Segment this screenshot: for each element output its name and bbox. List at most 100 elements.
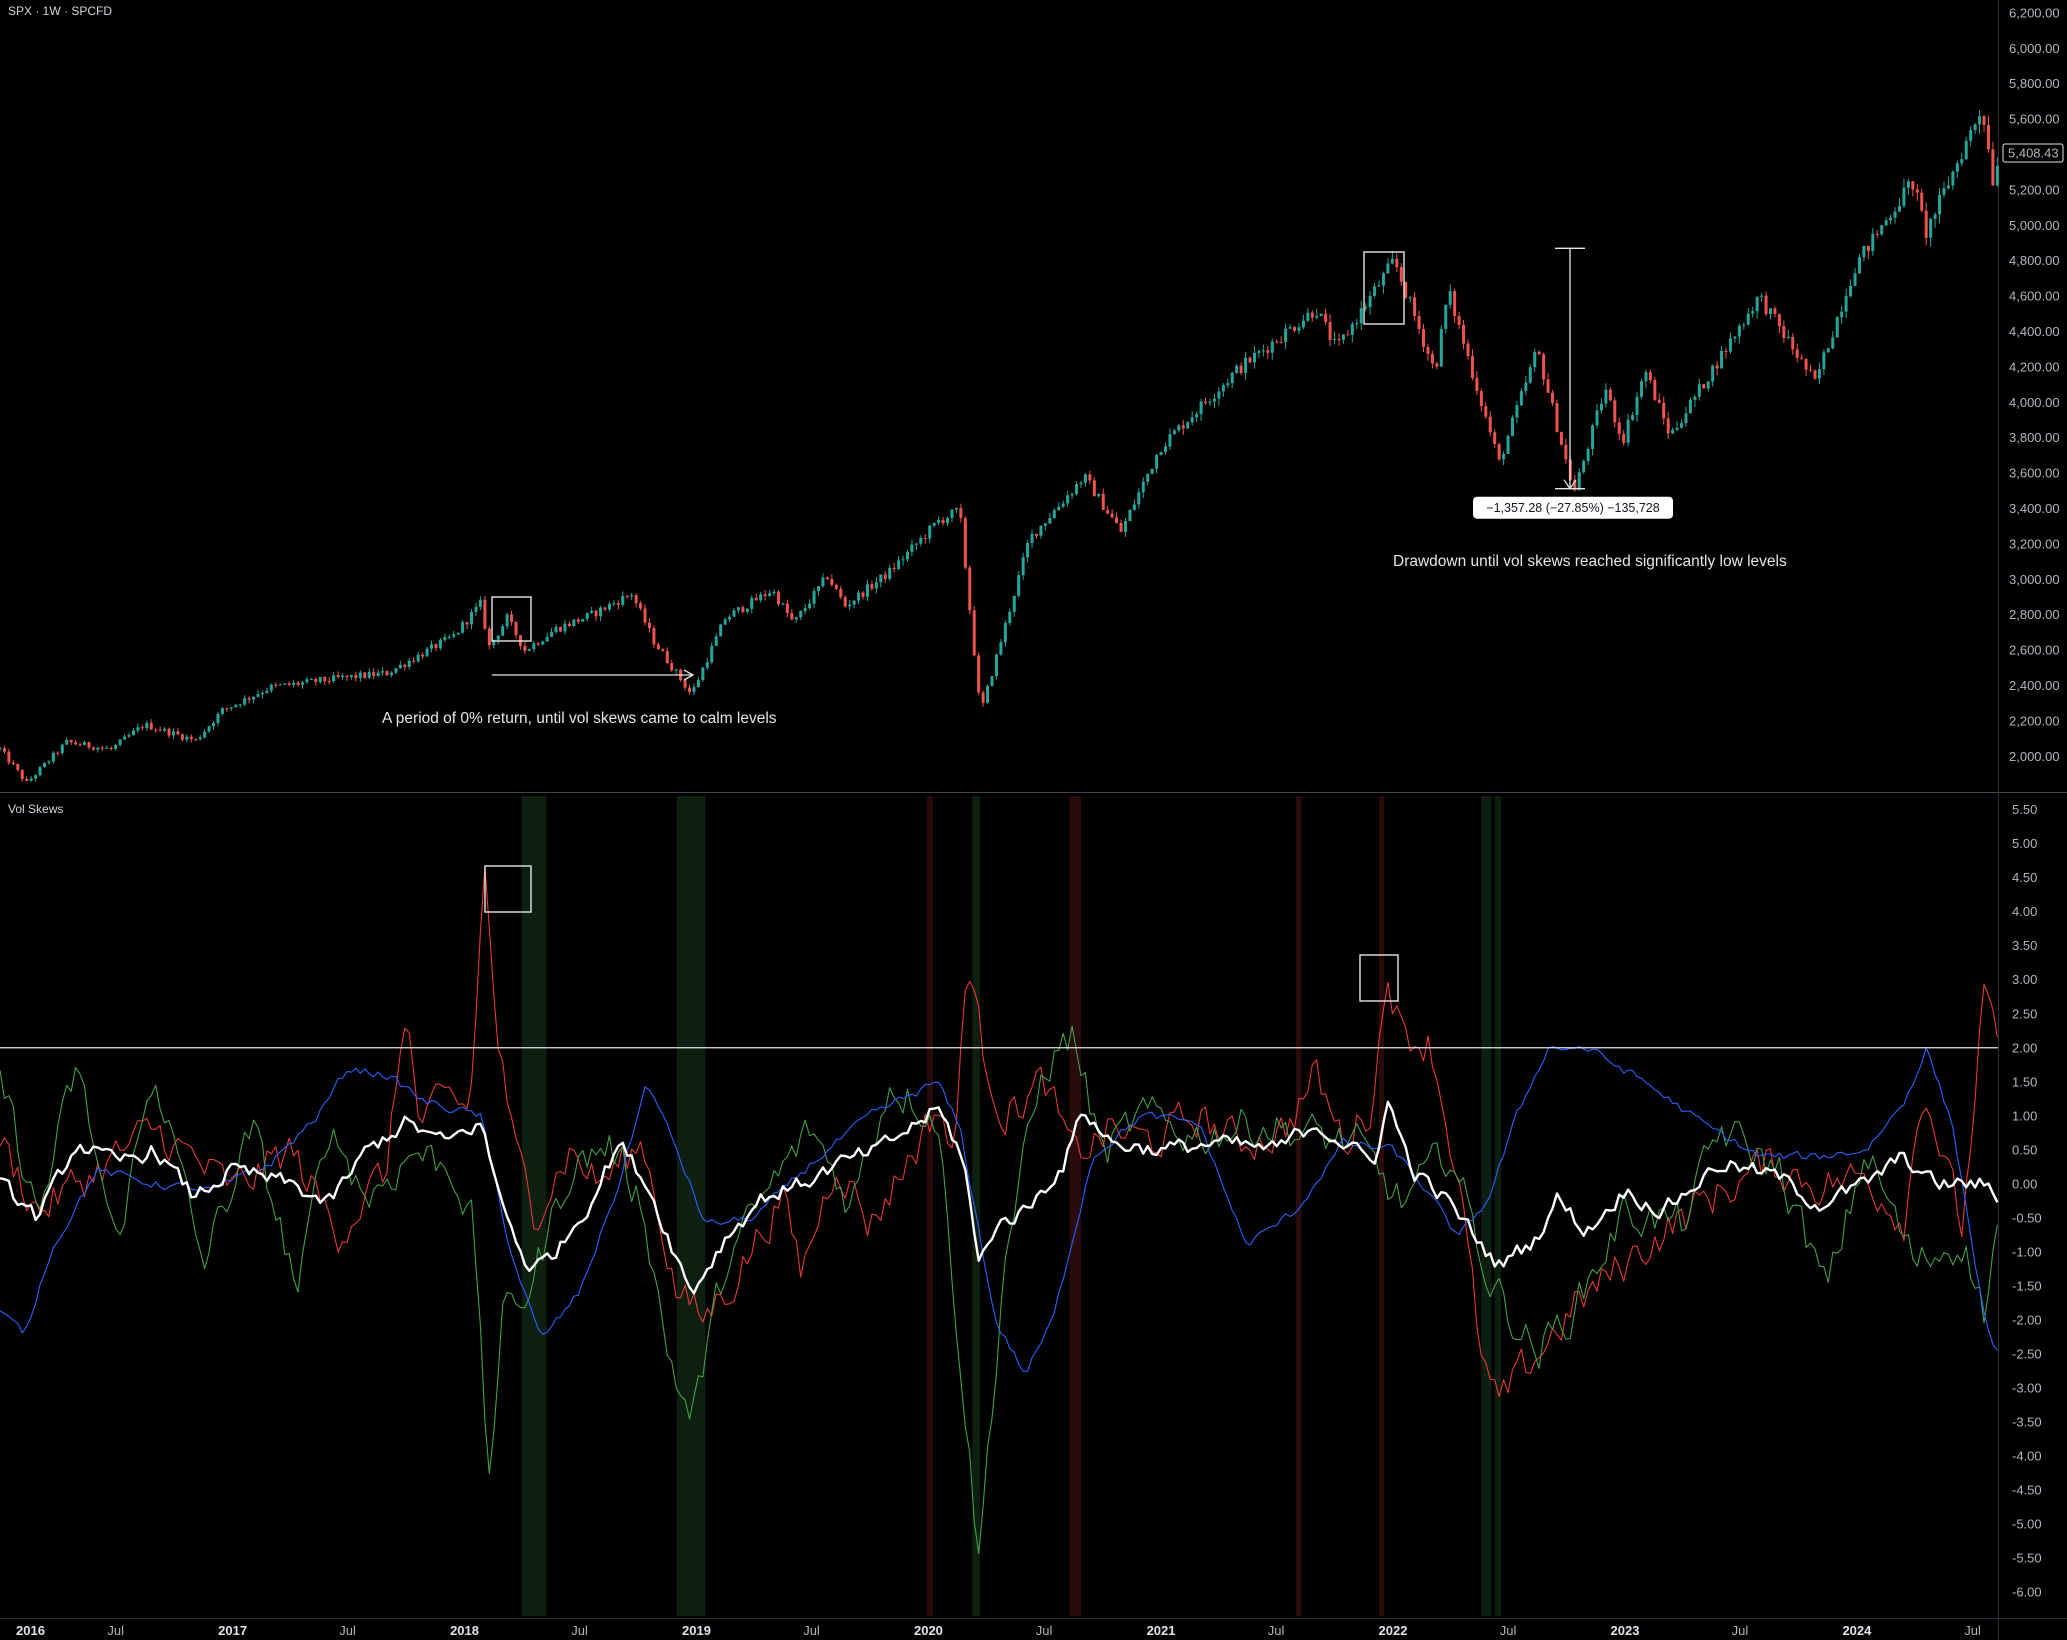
skew-line-green[interactable] (0, 1025, 1998, 1554)
candle-body (821, 577, 825, 587)
candle-body (772, 591, 776, 594)
flat-period-note: A period of 0% return, until vol skews c… (382, 710, 777, 727)
candle-body (576, 619, 580, 622)
candle-body (38, 767, 42, 776)
candle-body (1524, 382, 1528, 392)
candle-body (1817, 369, 1821, 379)
candle-body (1008, 611, 1012, 624)
time-axis[interactable]: 2016 Jul 2017 Jul 2018 Jul 2019 Jul 2020 Jul 2021 J… (16, 1623, 1981, 1638)
candle-body (1702, 384, 1706, 389)
candle-body (83, 742, 87, 746)
candle-body (1150, 468, 1154, 474)
candle-body (1639, 381, 1643, 397)
candle-body (1626, 419, 1630, 443)
candle-body (487, 628, 491, 646)
time-year-label: 2016 (16, 1623, 45, 1638)
candle-body (932, 522, 936, 526)
candle-body (465, 622, 469, 625)
candle-body (1853, 273, 1857, 286)
candle-body (1368, 295, 1372, 308)
candle-body (314, 678, 318, 683)
candle-body (1070, 493, 1074, 496)
skew-line-blue[interactable] (0, 1045, 1998, 1372)
candle-body (1337, 338, 1341, 340)
candle-body (959, 508, 963, 519)
candle-body (381, 671, 385, 673)
candle-body (834, 584, 838, 589)
candle-body (300, 682, 304, 685)
candle-body (1043, 523, 1047, 526)
candle-body (892, 567, 896, 570)
symbol-title[interactable]: SPX · 1W · SPCFD (8, 4, 112, 18)
candle-body (1350, 323, 1354, 335)
last-price-label: 5,408.43 (2008, 145, 2059, 160)
candle-body (1164, 446, 1167, 452)
candle-body (1066, 495, 1070, 504)
candle-body (607, 603, 611, 610)
candle-body (1915, 189, 1919, 193)
candle-body (505, 614, 509, 627)
candle-body (639, 603, 643, 609)
candle-body (269, 684, 273, 691)
highlight-zones (521, 796, 1502, 1616)
price-tick-label: 5,800.00 (2009, 76, 2060, 91)
candle-body (897, 560, 901, 570)
candle-body (1168, 434, 1172, 447)
candle-body (167, 728, 171, 736)
candle-body (1711, 365, 1715, 382)
candle-body (1470, 356, 1474, 378)
candle-body (478, 599, 482, 607)
candle-body (74, 742, 78, 745)
candle-body (96, 747, 100, 750)
candle-body (550, 632, 554, 637)
skew-axis[interactable]: 5.50 5.00 4.50 4.00 3.50 3.00 2.50 2.00 1.50 1.00… (2012, 802, 2042, 1600)
skew-line-red[interactable] (0, 866, 1998, 1398)
candle-body (1786, 337, 1790, 339)
candle-body (1551, 392, 1555, 404)
candle-body (719, 624, 723, 637)
candle-body (1475, 377, 1479, 392)
highlight-zone-red (1295, 796, 1302, 1616)
candle-body (937, 520, 941, 523)
candle-body (1840, 311, 1844, 318)
candle-body (1675, 427, 1679, 430)
price-candles[interactable] (0, 110, 1999, 782)
vol-skew-lines[interactable] (0, 866, 1999, 1554)
candle-body (1426, 346, 1430, 354)
highlight-zone-green (1494, 796, 1502, 1616)
candle-body (861, 592, 865, 597)
candle-body (1430, 353, 1434, 364)
candle-body (723, 619, 727, 625)
measure-tool[interactable]: −1,357.28 (−27.85%) −135,728 (1473, 247, 1673, 519)
candle-body (354, 675, 358, 679)
candle-body (630, 595, 634, 597)
skew-tick-label: 5.00 (2012, 836, 2037, 851)
candle-body (274, 684, 278, 686)
candle-body (1951, 171, 1955, 186)
lower-pane-title[interactable]: Vol Skews (8, 802, 63, 816)
skew-tick-label: 1.50 (2012, 1074, 2037, 1089)
candle-body (1030, 533, 1034, 544)
time-year-label: 2018 (450, 1623, 479, 1638)
skew-line-white[interactable] (0, 1100, 1999, 1295)
candle-body (1662, 402, 1666, 419)
candle-body (1657, 399, 1661, 403)
candle-body (688, 687, 692, 692)
skew-tick-label: 3.50 (2012, 938, 2037, 953)
candle-body (1542, 354, 1546, 380)
candle-body (1880, 225, 1884, 235)
candle-body (1137, 492, 1141, 505)
candle-body (652, 628, 656, 645)
candle-body (1288, 327, 1292, 329)
candle-body (492, 639, 496, 646)
candle-body (1003, 623, 1007, 643)
candle-body (567, 623, 571, 627)
candle-body (1297, 327, 1301, 331)
candle-body (656, 644, 660, 650)
candle-body (888, 567, 892, 579)
candle-body (114, 744, 118, 749)
candle-body (852, 600, 856, 605)
candle-body (1293, 327, 1297, 331)
candle-body (1893, 211, 1897, 218)
candle-body (1804, 358, 1808, 370)
